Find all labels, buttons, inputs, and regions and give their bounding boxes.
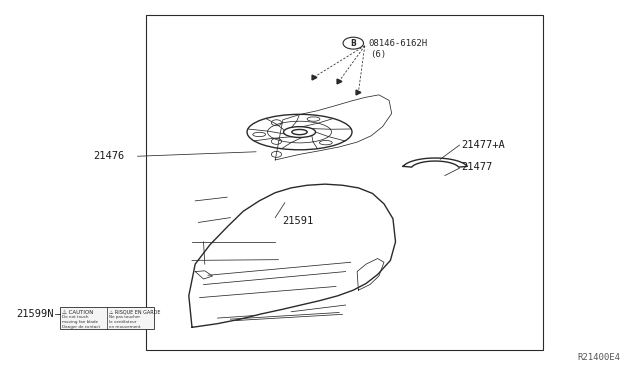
Text: Do not touch
moving fan blade
Danger de contact: Do not touch moving fan blade Danger de … (62, 315, 100, 328)
Text: 21599N: 21599N (16, 310, 54, 319)
Text: R21400E4: R21400E4 (578, 353, 621, 362)
Text: Ne pas toucher
le ventilateur
en mouvement: Ne pas toucher le ventilateur en mouveme… (109, 315, 141, 328)
Text: 21591: 21591 (282, 217, 313, 226)
Text: 08146-6162H: 08146-6162H (368, 39, 427, 48)
Text: ⚠ RISQUE EN GARDE: ⚠ RISQUE EN GARDE (109, 310, 161, 314)
Bar (60, 307, 154, 329)
Text: B: B (351, 39, 356, 48)
Text: 21477+A: 21477+A (461, 140, 504, 150)
Bar (146, 15, 543, 350)
Text: 21476: 21476 (93, 151, 125, 161)
Text: ⚠ CAUTION: ⚠ CAUTION (62, 310, 93, 314)
Text: 21477: 21477 (461, 163, 492, 172)
Text: (6): (6) (370, 50, 386, 59)
